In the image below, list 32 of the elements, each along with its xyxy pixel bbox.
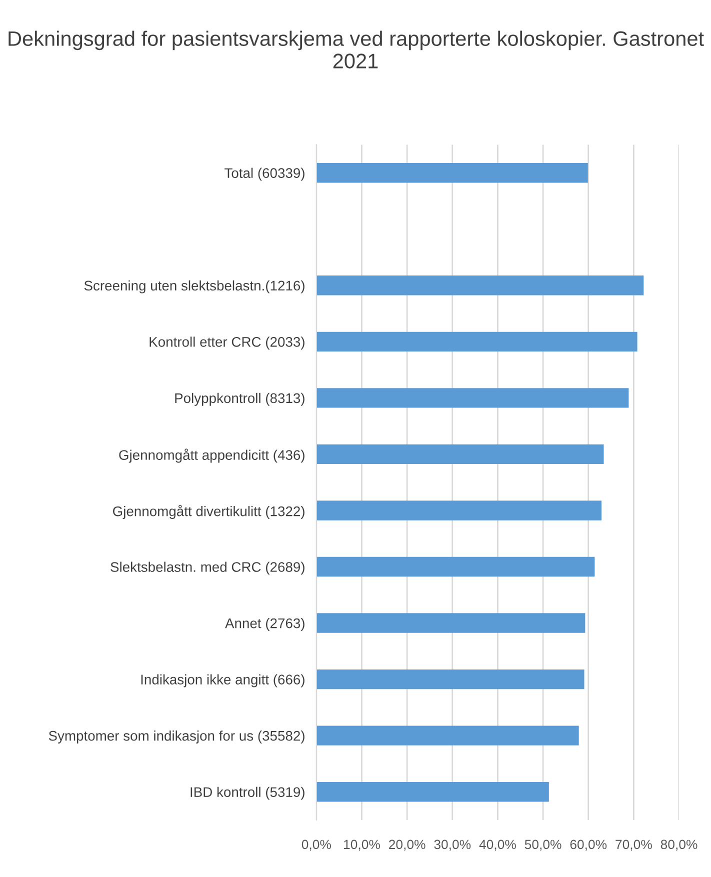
y-tick-label: Total (60339) (224, 168, 304, 181)
bar (316, 613, 586, 633)
bar (316, 782, 549, 802)
x-tick-label: 40,0% (479, 840, 516, 851)
bar (316, 388, 629, 408)
x-tick-label: 80,0% (660, 840, 698, 851)
y-tick-label: Slektsbelastn. med CRC (2689) (110, 562, 304, 575)
bar (316, 556, 595, 577)
bar (316, 276, 644, 296)
y-tick-label: Polyppkontroll (8313) (175, 392, 304, 406)
x-tick-label: 20,0% (389, 840, 426, 851)
y-tick-label: Gjennomgått appendicitt (436) (119, 448, 304, 463)
x-tick-label: 10,0% (344, 840, 380, 851)
x-tick-label: 30,0% (434, 840, 471, 851)
x-tick-label: 0,0% (302, 840, 331, 851)
y-tick-label: Gjennomgått divertikulitt (1322) (113, 504, 304, 519)
bar (316, 444, 604, 464)
chart-title: Dekningsgrad for pasientsvarskjema ved rapporterte koloskopier. Gastronet 2021 (8, 30, 704, 68)
y-tick-label: Annet (2763) (225, 618, 304, 631)
bar (316, 726, 579, 746)
x-tick-label: 70,0% (616, 840, 652, 851)
bar (316, 500, 602, 520)
bar (316, 332, 638, 352)
x-tick-label: 50,0% (524, 840, 562, 851)
y-tick-label: Symptomer som indikasjon for us (35582) (48, 730, 304, 744)
x-tick-label: 60,0% (570, 840, 607, 851)
y-tick-label: Kontroll etter CRC (2033) (150, 336, 304, 350)
y-tick-label: Screening uten slektsbelastn.(1216) (84, 280, 304, 294)
bar (316, 669, 584, 690)
y-tick-label: Indikasjon ikke angitt (666) (141, 674, 304, 688)
y-tick-label: IBD kontroll (5319) (190, 786, 304, 800)
bar (316, 162, 588, 183)
